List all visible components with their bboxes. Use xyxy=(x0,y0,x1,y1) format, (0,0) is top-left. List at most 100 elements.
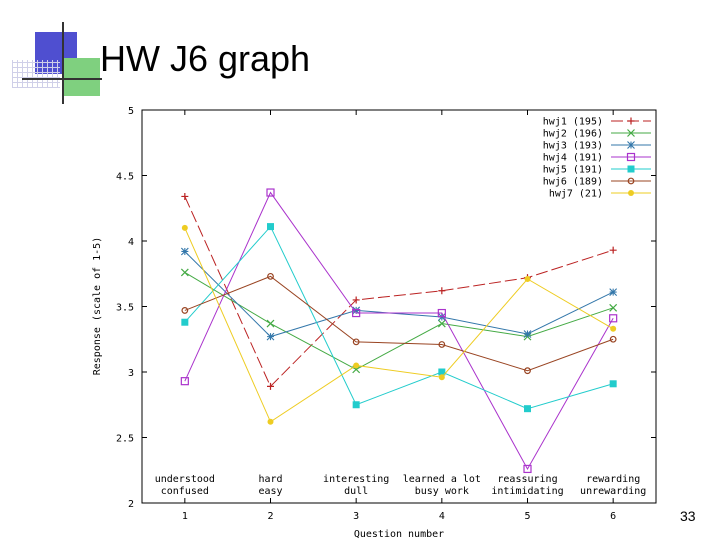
series-4 xyxy=(180,188,618,474)
series-7 xyxy=(181,224,617,425)
data-point xyxy=(438,374,445,381)
series-6 xyxy=(181,272,617,375)
y-tick-label: 3 xyxy=(128,368,134,379)
data-point xyxy=(523,330,532,338)
series-line xyxy=(184,191,614,470)
x-tick-label: 4 xyxy=(439,511,445,522)
series-line xyxy=(184,272,614,370)
series-line xyxy=(184,225,614,410)
slide-title: HW J6 graph xyxy=(100,38,311,79)
data-point xyxy=(609,380,617,388)
data-point xyxy=(437,308,446,318)
data-point xyxy=(180,268,189,277)
data-point xyxy=(523,464,532,474)
data-point xyxy=(627,165,635,173)
data-point xyxy=(627,129,635,137)
legend-label: hwj5 (191) xyxy=(543,165,603,176)
legend-item: hwj7 (21) xyxy=(549,189,651,200)
page-number: 33 xyxy=(680,508,696,524)
data-point xyxy=(438,287,446,295)
series-line xyxy=(184,275,614,372)
data-point xyxy=(181,224,188,231)
data-point xyxy=(609,314,618,323)
legend-label: hwj3 (193) xyxy=(543,141,603,152)
legend-label: hwj2 (196) xyxy=(543,129,603,140)
legend-item: hwj3 (193) xyxy=(543,141,651,152)
annotation-bottom: dull xyxy=(344,486,368,497)
data-point xyxy=(438,341,446,348)
decor-green-square xyxy=(62,58,100,96)
annotation-top: understood xyxy=(155,474,215,485)
data-point xyxy=(524,275,531,282)
data-point xyxy=(609,246,617,254)
data-point xyxy=(267,223,274,231)
decor-vertical-line xyxy=(62,22,64,104)
data-point xyxy=(352,338,360,346)
legend-item: hwj5 (191) xyxy=(543,165,651,176)
legend: hwj1 (195)hwj2 (196)hwj3 (193)hwj4 (191)… xyxy=(543,117,651,200)
legend-label: hwj4 (191) xyxy=(543,153,603,164)
legend-label: hwj6 (189) xyxy=(543,177,603,188)
series-1 xyxy=(181,192,617,390)
data-point xyxy=(267,272,274,280)
legend-label: hwj1 (195) xyxy=(543,117,603,128)
decor-grid-square xyxy=(12,60,60,88)
data-point xyxy=(180,377,189,386)
series-3 xyxy=(180,247,618,341)
annotation-bottom: easy xyxy=(258,486,282,497)
data-point xyxy=(609,335,617,343)
data-point xyxy=(627,117,635,125)
legend-item: hwj2 (196) xyxy=(543,129,651,140)
annotation-top: learned a lot xyxy=(403,474,481,485)
y-axis-label: Response (scale of 1-5) xyxy=(92,237,103,375)
annotation-top: interesting xyxy=(323,474,389,485)
data-point xyxy=(181,307,189,314)
annotation-top: rewarding xyxy=(586,474,640,485)
data-point xyxy=(627,141,635,149)
annotation-top: hard xyxy=(258,474,282,485)
x-tick-label: 1 xyxy=(182,511,188,522)
data-point xyxy=(610,325,617,332)
series-5 xyxy=(181,223,617,413)
data-point xyxy=(609,303,618,312)
y-tick-label: 3.5 xyxy=(116,303,134,314)
y-tick-label: 2.5 xyxy=(116,434,134,445)
x-tick-label: 2 xyxy=(267,511,273,522)
data-point xyxy=(267,418,274,425)
series-2 xyxy=(180,268,618,374)
legend-item: hwj6 (189) xyxy=(543,177,651,188)
data-point xyxy=(438,368,446,376)
axis-ticks: 2 2.5 3 3.5 4 4.5 5 1 2 3 4 5 6 xyxy=(116,106,656,522)
series-line xyxy=(184,196,614,388)
x-axis-label: Question number xyxy=(354,529,444,540)
y-tick-label: 4.5 xyxy=(116,172,134,183)
series-group xyxy=(180,188,618,474)
series-line xyxy=(184,251,614,338)
data-point xyxy=(352,306,361,315)
legend-item: hwj1 (195) xyxy=(543,117,651,128)
data-point xyxy=(352,401,360,409)
decor-horizontal-line xyxy=(22,78,102,80)
data-point xyxy=(352,308,361,318)
data-point xyxy=(181,318,189,326)
data-point xyxy=(180,247,189,256)
x-tick-label: 3 xyxy=(353,511,359,522)
annotation-bottom: unrewarding xyxy=(580,486,646,497)
x-tick-label: 5 xyxy=(524,511,530,522)
data-point xyxy=(628,190,634,196)
y-tick-label: 2 xyxy=(128,499,134,510)
data-point xyxy=(627,177,635,185)
legend-item: hwj4 (191) xyxy=(543,153,651,164)
data-point xyxy=(266,188,275,197)
annotation-bottom: busy work xyxy=(415,486,469,497)
series-line xyxy=(184,227,614,423)
x-tick-label: 6 xyxy=(610,511,616,522)
data-point xyxy=(353,362,360,369)
data-point xyxy=(437,319,446,328)
data-point xyxy=(524,367,531,375)
data-point xyxy=(266,319,275,328)
y-tick-label: 5 xyxy=(128,106,134,117)
data-point xyxy=(181,192,189,200)
